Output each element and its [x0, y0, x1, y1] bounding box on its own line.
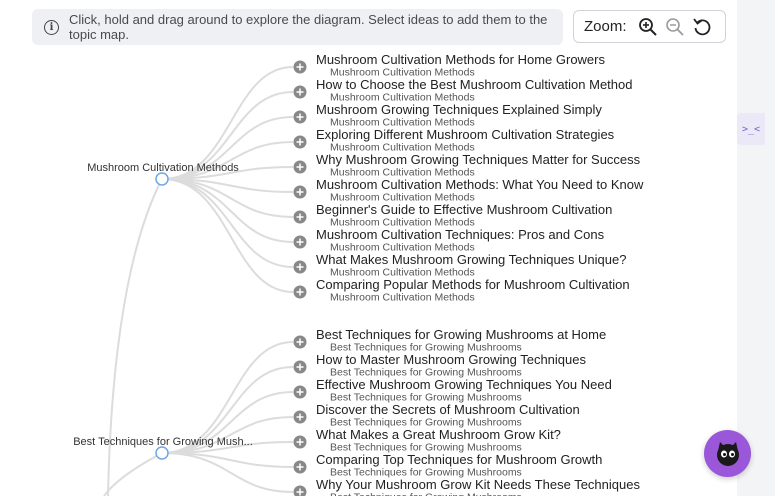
idea-subtitle: Mushroom Cultivation Methods [330, 117, 475, 129]
zoom-out-icon[interactable] [662, 15, 689, 39]
branch-line [161, 116, 294, 180]
idea-title: Discover the Secrets of Mushroom Cultiva… [316, 402, 580, 417]
idea-subtitle: Mushroom Cultivation Methods [330, 217, 475, 229]
idea-item[interactable]: Mushroom Cultivation Techniques: Pros an… [293, 227, 605, 254]
trunk-line [107, 178, 163, 496]
idea-subtitle: Best Techniques for Growing Mushrooms [330, 417, 522, 429]
idea-subtitle: Mushroom Cultivation Methods [330, 142, 475, 154]
idea-title: Why Your Mushroom Grow Kit Needs These T… [316, 477, 640, 492]
idea-item[interactable]: Best Techniques for Growing Mushrooms at… [293, 327, 607, 354]
cat-avatar-icon [716, 441, 739, 466]
zoom-in-icon[interactable] [635, 15, 662, 39]
info-icon: i [44, 19, 59, 35]
idea-title: Beginner's Guide to Effective Mushroom C… [316, 202, 612, 217]
idea-item[interactable]: How to Master Mushroom Growing Technique… [293, 352, 587, 379]
idea-title: Mushroom Cultivation Techniques: Pros an… [316, 227, 605, 242]
idea-item[interactable]: Why Your Mushroom Grow Kit Needs These T… [293, 477, 641, 496]
branch-line [161, 178, 294, 293]
idea-item[interactable]: Mushroom Cultivation Methods for Home Gr… [293, 52, 606, 79]
topic-node-label: Best Techniques for Growing Mush... [73, 436, 253, 448]
idea-title: Best Techniques for Growing Mushrooms at… [316, 327, 606, 342]
idea-title: How to Master Mushroom Growing Technique… [316, 352, 586, 367]
idea-subtitle: Best Techniques for Growing Mushrooms [330, 392, 522, 404]
side-panel-tab[interactable]: >_< [737, 113, 765, 145]
idea-subtitle: Mushroom Cultivation Methods [330, 167, 475, 179]
zoom-controls: Zoom: [573, 10, 726, 43]
reset-icon[interactable] [689, 15, 716, 39]
idea-subtitle: Best Techniques for Growing Mushrooms [330, 442, 522, 454]
idea-subtitle: Mushroom Cultivation Methods [330, 92, 475, 104]
idea-item[interactable]: Comparing Top Techniques for Mushroom Gr… [293, 452, 603, 479]
trunk-line [103, 452, 163, 496]
topic-node[interactable] [155, 446, 169, 460]
idea-title: What Makes Mushroom Growing Techniques U… [316, 252, 626, 267]
idea-title: How to Choose the Best Mushroom Cultivat… [316, 77, 633, 92]
info-banner: i Click, hold and drag around to explore… [32, 9, 563, 45]
idea-title: Exploring Different Mushroom Cultivation… [316, 127, 615, 142]
idea-title: Comparing Top Techniques for Mushroom Gr… [316, 452, 602, 467]
idea-item[interactable]: Beginner's Guide to Effective Mushroom C… [293, 202, 613, 229]
chat-button[interactable] [704, 430, 751, 477]
idea-subtitle: Mushroom Cultivation Methods [330, 267, 475, 279]
idea-item[interactable]: Effective Mushroom Growing Techniques Yo… [293, 377, 612, 404]
info-text: Click, hold and drag around to explore t… [69, 12, 548, 42]
idea-item[interactable]: Discover the Secrets of Mushroom Cultiva… [293, 402, 580, 429]
idea-title: Mushroom Cultivation Methods for Home Gr… [316, 52, 605, 67]
idea-title: Effective Mushroom Growing Techniques Yo… [316, 377, 612, 392]
idea-subtitle: Mushroom Cultivation Methods [330, 67, 475, 79]
topic-node[interactable] [155, 172, 169, 186]
idea-item[interactable]: Comparing Popular Methods for Mushroom C… [293, 277, 630, 304]
idea-item[interactable]: Exploring Different Mushroom Cultivation… [293, 127, 615, 154]
idea-title: Mushroom Growing Techniques Explained Si… [316, 102, 602, 117]
idea-item[interactable]: What Makes a Great Mushroom Grow Kit?Bes… [293, 427, 561, 454]
idea-subtitle: Mushroom Cultivation Methods [330, 292, 475, 304]
idea-subtitle: Mushroom Cultivation Methods [330, 192, 475, 204]
idea-item[interactable]: Mushroom Growing Techniques Explained Si… [293, 102, 603, 129]
idea-item[interactable]: What Makes Mushroom Growing Techniques U… [293, 252, 627, 279]
topic-node-label: Mushroom Cultivation Methods [87, 162, 239, 174]
idea-subtitle: Best Techniques for Growing Mushrooms [330, 342, 522, 354]
branch-line [161, 391, 294, 454]
idea-subtitle: Mushroom Cultivation Methods [330, 242, 475, 254]
idea-item[interactable]: Why Mushroom Growing Techniques Matter f… [293, 152, 641, 179]
idea-item[interactable]: How to Choose the Best Mushroom Cultivat… [293, 77, 633, 104]
idea-title: Why Mushroom Growing Techniques Matter f… [316, 152, 641, 167]
idea-title: Mushroom Cultivation Methods: What You N… [316, 177, 644, 192]
idea-item[interactable]: Mushroom Cultivation Methods: What You N… [293, 177, 644, 204]
idea-subtitle: Best Techniques for Growing Mushrooms [330, 367, 522, 379]
branch-line [161, 91, 294, 180]
idea-subtitle: Best Techniques for Growing Mushrooms [330, 467, 522, 479]
branch-line [161, 452, 294, 493]
idea-subtitle: Best Techniques for Growing Mushrooms [330, 492, 522, 496]
idea-title: Comparing Popular Methods for Mushroom C… [316, 277, 630, 292]
side-tab-icon: >_< [741, 123, 761, 135]
idea-title: What Makes a Great Mushroom Grow Kit? [316, 427, 561, 442]
branch-line [161, 416, 294, 454]
scrollbar-track[interactable] [737, 0, 775, 496]
zoom-label: Zoom: [584, 18, 627, 35]
branch-line [161, 366, 294, 454]
branch-line [161, 141, 294, 180]
